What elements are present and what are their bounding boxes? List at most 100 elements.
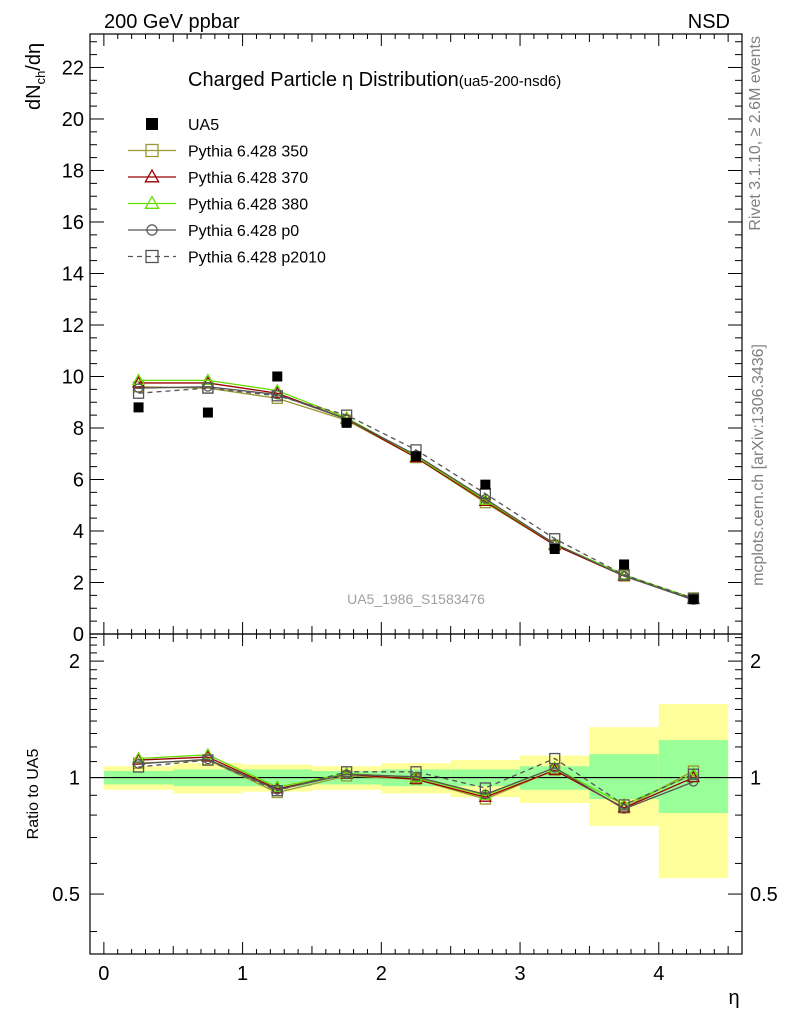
main-y-tick-label-0: 0 bbox=[73, 624, 84, 646]
ratio-point-series-1-8 bbox=[686, 770, 701, 783]
legend-marker-4 bbox=[145, 249, 159, 264]
chart-title-tag: (ua5-200-nsd6) bbox=[459, 73, 562, 90]
ratio-band-green-7 bbox=[589, 754, 659, 800]
legend-marker-data bbox=[146, 118, 158, 130]
ratio-point-series-4-8 bbox=[687, 768, 700, 780]
ratio-ylabel: Ratio to UA5 bbox=[25, 749, 42, 840]
legend-marker-1 bbox=[144, 168, 160, 183]
ratio-point-series-3-5 bbox=[480, 789, 491, 800]
side-mcplots-label: mcplots.cern.ch [arXiv:1306.3436] bbox=[750, 344, 767, 586]
legend: UA5 Pythia 6.428 350 Pythia 6.428 370 Pythi… bbox=[128, 117, 326, 267]
ratio-y-tick-label-right-0: 0.5 bbox=[750, 884, 778, 906]
ratio-y-tick-label-left-1: 1 bbox=[69, 768, 80, 790]
svg-text:dNch/dη: dNch/dη bbox=[23, 43, 48, 110]
ratio-point-series-4-4 bbox=[410, 766, 422, 778]
ratio-point-series-2-8 bbox=[686, 767, 701, 779]
ratio-point-series-4-0 bbox=[132, 761, 145, 773]
ratio-point-series-4-2 bbox=[271, 785, 283, 797]
main-ylabel-sub: ch bbox=[33, 71, 48, 85]
main-y-tick-label-6: 12 bbox=[62, 315, 84, 337]
ratio-y-tick-label-right-2: 2 bbox=[750, 651, 761, 673]
main-y-tick-label-9: 18 bbox=[62, 160, 84, 182]
main-y-tick-label-7: 14 bbox=[62, 263, 84, 285]
main-series-layer bbox=[131, 373, 701, 605]
ratio-point-series-3-8 bbox=[688, 776, 699, 787]
main-y-tick-label-5: 10 bbox=[62, 366, 84, 388]
main-y-tick-label-8: 16 bbox=[62, 212, 84, 234]
ratio-point-series-1-0 bbox=[131, 752, 146, 765]
watermark: UA5_1986_S1583476 bbox=[347, 591, 485, 607]
data-point-7 bbox=[619, 559, 630, 570]
main-ylabel-base: dN bbox=[23, 84, 45, 110]
chart-title-text: Charged Particle bbox=[188, 69, 337, 91]
x-tick-label-2: 2 bbox=[376, 963, 387, 985]
main-point-series-2-7 bbox=[617, 567, 631, 580]
ratio-plot-frame bbox=[89, 633, 743, 955]
legend-marker-2 bbox=[144, 195, 160, 209]
main-point-series-1-0 bbox=[131, 375, 146, 388]
ratio-point-series-4-5 bbox=[479, 782, 492, 794]
data-point-6 bbox=[549, 544, 560, 555]
legend-label-1: Pythia 6.428 370 bbox=[188, 170, 308, 187]
main-line-series-4 bbox=[138, 387, 694, 600]
main-ylabel-tail: /dη bbox=[23, 43, 45, 71]
side-rivet-label: Rivet 3.1.10, ≥ 2.6M events bbox=[747, 36, 764, 231]
main-y-tick-label-4: 8 bbox=[73, 418, 84, 440]
legend-label-4: Pythia 6.428 p2010 bbox=[188, 250, 326, 267]
ratio-y-tick-label-right-1: 1 bbox=[750, 768, 761, 790]
data-point-8 bbox=[688, 594, 699, 605]
main-point-series-4-1 bbox=[202, 382, 214, 394]
main-point-series-4-2 bbox=[271, 390, 283, 402]
x-tick-label-3: 3 bbox=[514, 963, 525, 985]
ratio-point-series-4-7 bbox=[618, 799, 630, 811]
legend-marker-0 bbox=[145, 143, 159, 158]
main-line-series-2 bbox=[138, 379, 694, 600]
data-point-3 bbox=[341, 417, 352, 428]
legend-marker-3 bbox=[146, 224, 158, 236]
ratio-point-series-3-3 bbox=[341, 769, 352, 780]
x-tick-label-1: 1 bbox=[237, 963, 248, 985]
main-point-series-4-0 bbox=[132, 387, 145, 399]
data-point-0 bbox=[133, 402, 144, 413]
ratio-y-tick-label-left-2: 2 bbox=[69, 651, 80, 673]
ratio-bands bbox=[90, 703, 742, 879]
ratio-point-series-1-5 bbox=[478, 790, 492, 802]
ratio-line-series-2 bbox=[138, 754, 694, 806]
main-point-series-4-6 bbox=[549, 533, 561, 545]
x-tick-label-0: 0 bbox=[98, 963, 109, 985]
ratio-y-tick-label-left-0: 0.5 bbox=[52, 884, 80, 906]
chart-title-eta: η bbox=[342, 69, 353, 91]
ratio-point-series-2-5 bbox=[478, 788, 492, 800]
ratio-point-series-4-3 bbox=[340, 766, 353, 778]
main-y-tick-label-1: 2 bbox=[73, 572, 84, 594]
header-right: NSD bbox=[688, 11, 730, 33]
main-line-series-1 bbox=[138, 382, 694, 600]
legend-label-2: Pythia 6.428 380 bbox=[188, 197, 308, 214]
data-point-5 bbox=[480, 479, 491, 490]
main-point-series-4-7 bbox=[618, 569, 630, 581]
data-points-layer bbox=[133, 371, 699, 605]
header-left: 200 GeV ppbar bbox=[104, 11, 240, 33]
chart-title: Charged Particle η Distribution(ua5-200-n… bbox=[188, 69, 561, 91]
legend-label-data: UA5 bbox=[188, 117, 219, 134]
main-y-tick-label-2: 4 bbox=[73, 521, 84, 543]
main-point-series-2-1 bbox=[201, 373, 215, 386]
main-y-tick-label-10: 20 bbox=[62, 109, 84, 131]
ratio-line-series-4 bbox=[138, 757, 694, 806]
main-y-tick-label-11: 22 bbox=[62, 57, 84, 79]
chart-title-rest: Distribution bbox=[353, 69, 459, 91]
ratio-point-series-3-0 bbox=[133, 759, 144, 769]
ratio-point-series-4-1 bbox=[202, 754, 214, 766]
ratio-point-series-4-6 bbox=[549, 752, 561, 765]
data-point-2 bbox=[272, 371, 283, 382]
x-tick-label-4: 4 bbox=[653, 963, 664, 985]
main-y-tick-label-3: 6 bbox=[73, 469, 84, 491]
ratio-series-layer bbox=[131, 747, 701, 814]
legend-label-3: Pythia 6.428 p0 bbox=[188, 223, 299, 240]
legend-label-0: Pythia 6.428 350 bbox=[188, 144, 308, 161]
main-line-series-0 bbox=[138, 386, 694, 599]
x-axis-label: η bbox=[728, 987, 739, 1009]
main-ylabel: dNch/dη bbox=[23, 43, 48, 110]
